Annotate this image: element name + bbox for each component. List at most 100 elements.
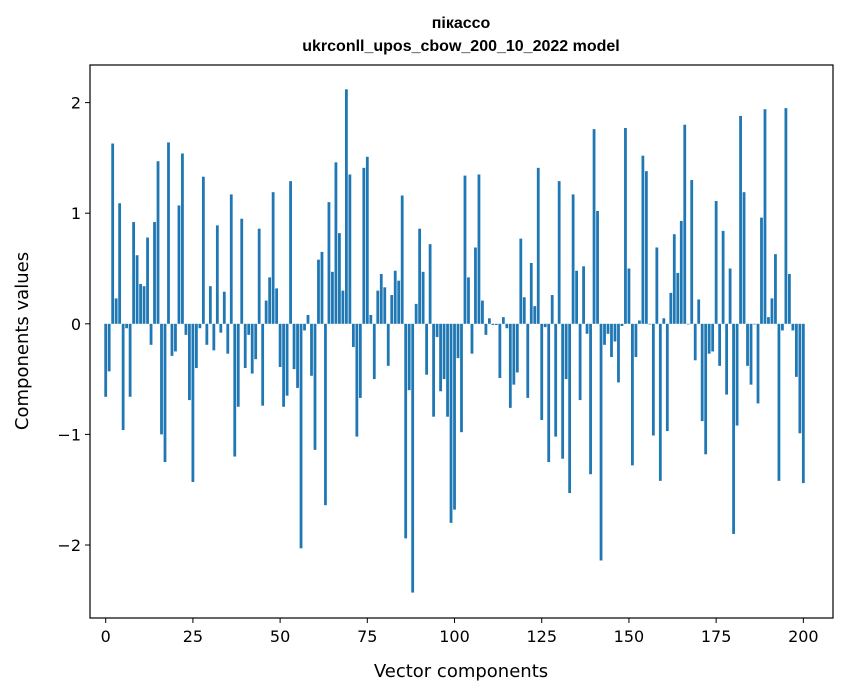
bar-97 [442, 323, 446, 380]
bar-39 [240, 218, 244, 324]
bar-129 [554, 323, 558, 437]
bar-82 [390, 295, 394, 324]
bar-131 [561, 323, 565, 459]
bar-99 [449, 323, 453, 523]
bar-172 [704, 323, 708, 455]
bar-101 [456, 323, 460, 359]
x-tick-label: 150 [614, 627, 645, 646]
x-tick-label: 25 [183, 627, 203, 646]
y-axis-label: Components values [12, 252, 33, 430]
bar-29 [205, 323, 209, 345]
bar-178 [725, 323, 728, 395]
bar-118 [515, 323, 519, 373]
bar-100 [453, 323, 456, 510]
bar-113 [498, 323, 502, 378]
bar-98 [446, 323, 449, 417]
bar-134 [571, 194, 575, 324]
bar-41 [247, 323, 251, 335]
bar-6 [125, 323, 129, 329]
bar-90 [418, 228, 422, 324]
bar-166 [683, 124, 687, 324]
bar-4 [118, 203, 122, 324]
bar-156 [648, 323, 652, 325]
bar-89 [414, 303, 418, 324]
bar-162 [669, 292, 673, 324]
bar-49 [275, 288, 279, 324]
bar-25 [191, 323, 195, 482]
bar-108 [481, 300, 484, 324]
bar-86 [404, 323, 408, 539]
bar-153 [638, 320, 641, 324]
bar-145 [610, 323, 613, 357]
x-tick-label: 75 [357, 627, 377, 646]
bar-173 [707, 323, 711, 354]
bar-119 [519, 238, 523, 324]
bar-152 [634, 323, 638, 357]
bar-142 [599, 323, 603, 561]
bar-48 [271, 192, 275, 324]
x-tick-label: 0 [101, 627, 111, 646]
bar-76 [369, 314, 373, 324]
bar-19 [170, 323, 174, 356]
bar-115 [505, 323, 509, 329]
bar-83 [393, 270, 397, 324]
bar-57 [303, 323, 306, 331]
bar-159 [658, 323, 662, 481]
bar-1 [107, 323, 111, 372]
bar-116 [508, 323, 512, 408]
bar-69 [344, 89, 348, 324]
bar-93 [428, 244, 432, 324]
bar-38 [236, 323, 240, 407]
bar-104 [467, 277, 470, 324]
bar-110 [488, 318, 491, 324]
bar-135 [575, 270, 579, 324]
bar-186 [753, 323, 756, 325]
bar-121 [526, 323, 530, 398]
x-tick-label: 125 [526, 627, 557, 646]
bar-87 [407, 323, 411, 391]
bar-164 [676, 272, 680, 324]
bar-139 [589, 323, 592, 475]
bar-45 [261, 323, 265, 406]
y-tick-label: 2 [71, 94, 81, 113]
bar-103 [463, 175, 467, 324]
bar-59 [310, 323, 313, 376]
x-tick-label: 200 [788, 627, 819, 646]
bar-10 [139, 283, 142, 324]
plot-frame [89, 64, 834, 619]
bar-62 [320, 251, 324, 324]
bar-67 [338, 233, 341, 324]
bar-44 [257, 228, 261, 324]
x-tick-label: 50 [270, 627, 290, 646]
bar-71 [351, 323, 355, 348]
y-tick-label: 0 [71, 315, 81, 334]
bar-31 [212, 323, 216, 351]
bar-30 [208, 286, 212, 324]
y-tick-label: 1 [71, 204, 81, 223]
bar-36 [229, 194, 233, 324]
bar-120 [522, 297, 526, 324]
bar-137 [582, 266, 585, 324]
bar-8 [132, 222, 135, 324]
bar-46 [264, 300, 268, 324]
bar-85 [400, 195, 404, 324]
bar-143 [603, 323, 606, 345]
bar-22 [181, 153, 184, 324]
chart-title-line1: пікассо [432, 15, 491, 32]
bar-14 [153, 222, 156, 324]
bar-194 [781, 323, 784, 331]
bar-92 [425, 323, 429, 375]
bar-169 [693, 323, 697, 361]
bar-158 [655, 247, 659, 324]
bar-47 [268, 277, 272, 324]
bar-106 [474, 247, 477, 324]
bar-66 [334, 162, 338, 324]
bar-26 [195, 323, 198, 369]
bar-184 [746, 323, 749, 366]
bar-17 [163, 323, 167, 463]
bar-138 [585, 323, 589, 334]
bar-140 [592, 129, 596, 324]
bar-133 [568, 323, 572, 494]
bar-32 [215, 225, 219, 324]
